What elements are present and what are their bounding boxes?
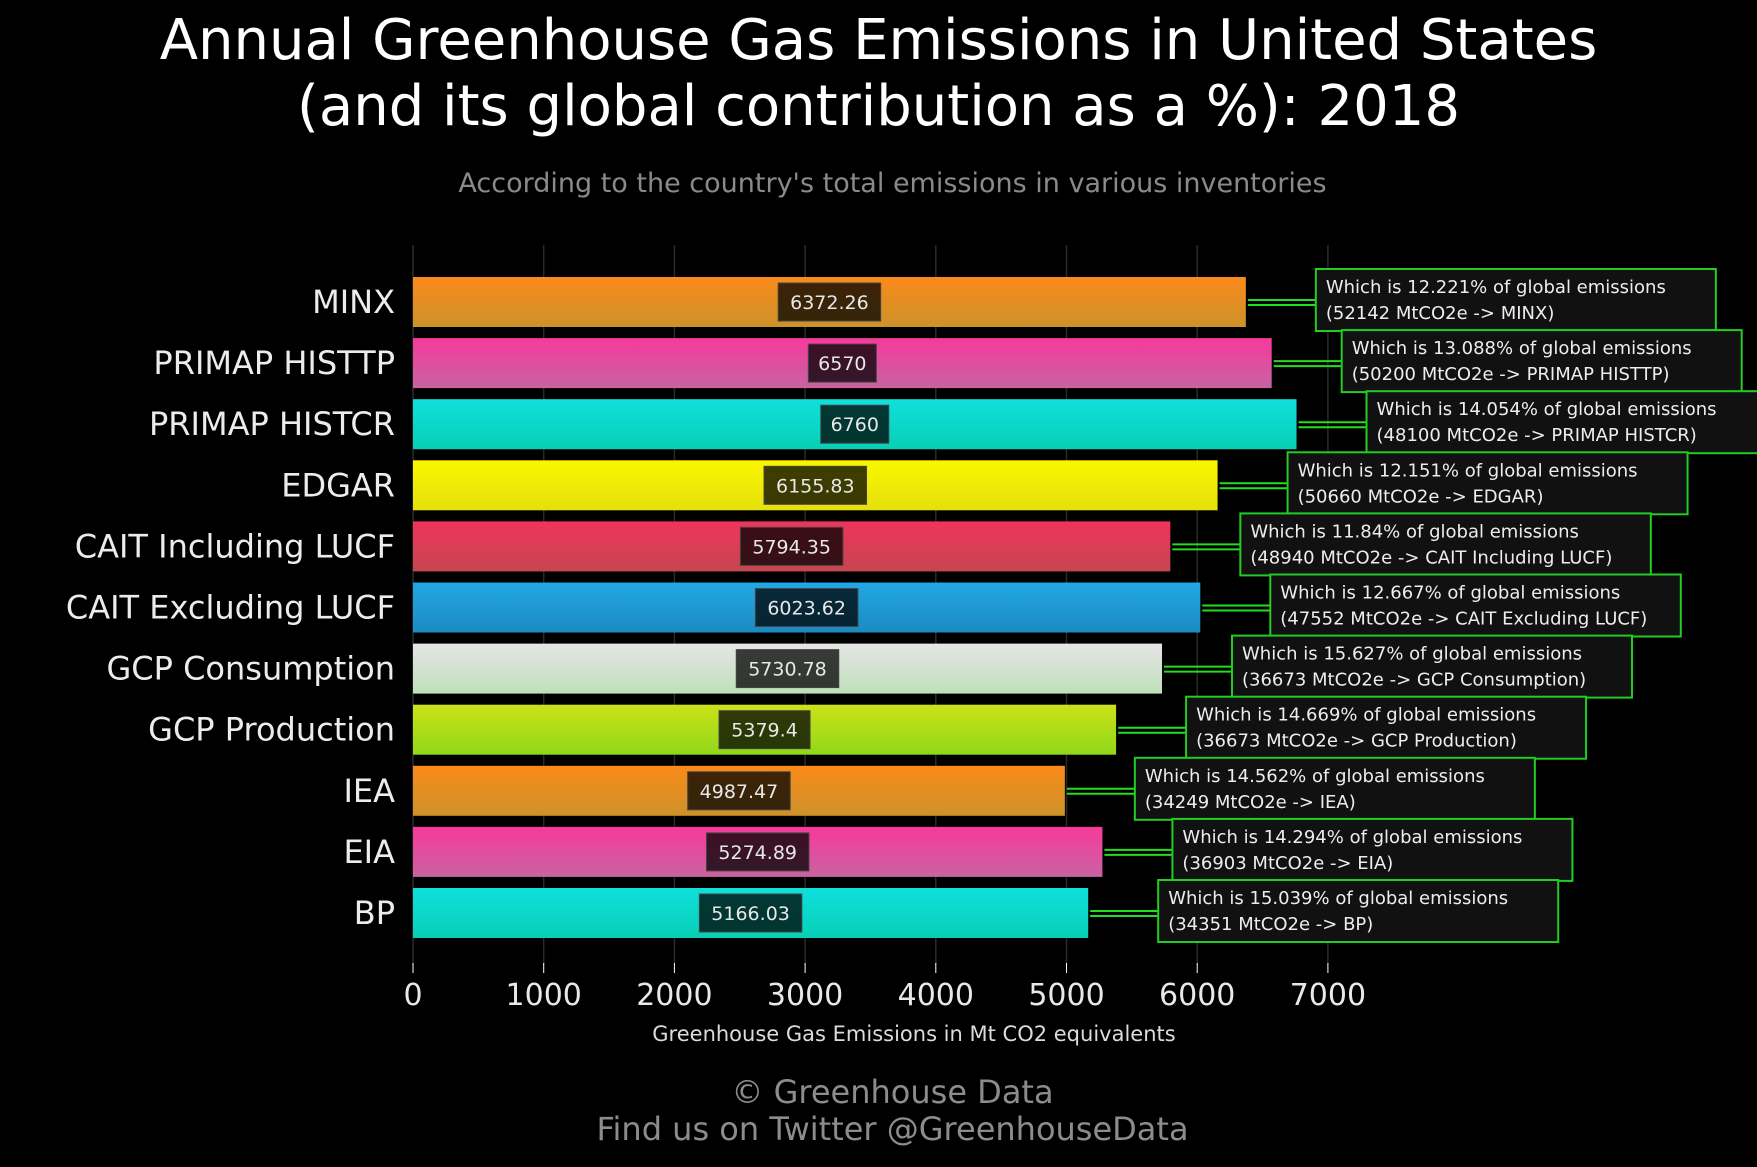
annotation-line1: Which is 13.088% of global emissions xyxy=(1352,338,1692,359)
value-label-box xyxy=(739,526,844,566)
annotation-connector xyxy=(1273,360,1342,368)
annotation-line2: (50200 MtCO2e -> PRIMAP HISTTP) xyxy=(1352,364,1670,385)
annotation-connector xyxy=(1172,543,1241,551)
annotation-connector xyxy=(1118,726,1187,734)
value-label-box xyxy=(705,832,810,872)
annotation-line2: (34351 MtCO2e -> BP) xyxy=(1168,914,1373,935)
footer-twitter: Find us on Twitter @GreenhouseData xyxy=(596,1110,1189,1148)
annotation-box xyxy=(1314,268,1717,332)
annotation-box xyxy=(1231,634,1634,699)
annotation-line1: Which is 14.294% of global emissions xyxy=(1182,827,1522,848)
value-label: 5274.89 xyxy=(718,842,797,864)
annotation-line2: (36673 MtCO2e -> GCP Production) xyxy=(1196,731,1517,752)
value-label-box xyxy=(820,404,890,444)
category-labels: MINX PRIMAP HISTTP PRIMAP HISTCR EDGAR CAIT … xyxy=(66,283,395,932)
value-label-box xyxy=(754,588,859,627)
annotation-box xyxy=(1365,390,1757,455)
category-label: PRIMAP HISTTP xyxy=(153,344,395,382)
category-label: PRIMAP HISTCR xyxy=(149,405,395,443)
category-label: GCP Production xyxy=(148,711,395,749)
value-label: 5379.4 xyxy=(731,720,797,742)
value-label-box xyxy=(698,893,803,933)
annotation-line2: (36903 MtCO2e -> EIA) xyxy=(1182,853,1393,874)
category-label: GCP Consumption xyxy=(106,650,395,688)
annotation-box xyxy=(1269,573,1682,638)
x-tick-label: 7000 xyxy=(1290,978,1366,1013)
value-label: 5730.78 xyxy=(748,659,827,681)
annotation-connector xyxy=(1066,787,1135,795)
annotation-connector xyxy=(1164,665,1233,673)
value-labels: 6372.26 6570 6760 6155.83 5794.35 6023.62 5730… xyxy=(687,282,890,933)
value-label: 6023.62 xyxy=(767,598,846,620)
x-tick-label: 2000 xyxy=(636,978,712,1013)
annotation-line1: Which is 15.627% of global emissions xyxy=(1242,644,1582,665)
annotation-box xyxy=(1157,879,1560,943)
annotation-line1: Which is 14.669% of global emissions xyxy=(1196,705,1536,726)
category-label: MINX xyxy=(312,283,395,321)
annotations: Which is 12.221% of global emissions (521… xyxy=(1066,268,1757,943)
value-label: 5794.35 xyxy=(752,536,831,558)
x-tick-label: 3000 xyxy=(767,978,843,1013)
x-tick-label: 4000 xyxy=(898,978,974,1013)
annotation-line2: (48100 MtCO2e -> PRIMAP HISTCR) xyxy=(1377,425,1697,446)
annotation-line1: Which is 15.039% of global emissions xyxy=(1168,888,1508,909)
annotation-line1: Which is 14.054% of global emissions xyxy=(1377,399,1717,420)
annotation-line2: (34249 MtCO2e -> IEA) xyxy=(1145,792,1356,813)
x-tick-label: 1000 xyxy=(506,978,582,1013)
annotation-line1: Which is 12.221% of global emissions xyxy=(1326,277,1666,298)
annotation-line2: (36673 MtCO2e -> GCP Consumption) xyxy=(1242,670,1586,691)
annotation-connector xyxy=(1219,482,1288,490)
x-tick-label: 6000 xyxy=(1159,978,1235,1013)
value-label: 6570 xyxy=(818,353,866,375)
annotation-box xyxy=(1340,329,1743,394)
category-label: EIA xyxy=(343,833,395,871)
x-axis-label: Greenhouse Gas Emissions in Mt CO2 equiv… xyxy=(652,1022,1176,1046)
value-label: 5166.03 xyxy=(711,903,790,925)
category-label: CAIT Including LUCF xyxy=(75,527,395,565)
value-label-box xyxy=(807,343,877,383)
category-label: BP xyxy=(354,894,395,932)
annotation-line1: Which is 14.562% of global emissions xyxy=(1145,766,1485,787)
annotation-connector xyxy=(1090,910,1159,917)
x-tick-label: 5000 xyxy=(1028,978,1104,1013)
annotation-line1: Which is 11.84% of global emissions xyxy=(1250,521,1579,542)
value-label-box xyxy=(718,710,811,750)
annotation-line1: Which is 12.151% of global emissions xyxy=(1298,460,1638,481)
value-label-box xyxy=(735,649,840,689)
value-label: 4987.47 xyxy=(700,781,779,803)
category-label: EDGAR xyxy=(281,466,395,504)
annotation-connector xyxy=(1104,848,1173,856)
annotation-box xyxy=(1286,451,1689,516)
category-label: CAIT Excluding LUCF xyxy=(66,589,395,627)
annotation-line2: (50660 MtCO2e -> EDGAR) xyxy=(1298,486,1544,507)
category-label: IEA xyxy=(343,772,395,810)
value-label-box xyxy=(763,465,868,505)
x-tick-label: 0 xyxy=(403,978,422,1013)
annotation-connector xyxy=(1298,421,1367,429)
value-label: 6155.83 xyxy=(776,475,855,497)
chart-subtitle: According to the country's total emissio… xyxy=(458,168,1327,199)
annotation-line1: Which is 12.667% of global emissions xyxy=(1280,583,1620,604)
annotation-connector xyxy=(1247,299,1316,306)
value-label-box xyxy=(777,282,882,322)
annotation-line2: (47552 MtCO2e -> CAIT Excluding LUCF) xyxy=(1280,609,1647,630)
value-label-box xyxy=(687,771,791,811)
value-label: 6372.26 xyxy=(790,292,869,314)
annotation-box xyxy=(1133,756,1536,821)
value-label: 6760 xyxy=(831,414,879,436)
footer-copyright: © Greenhouse Data xyxy=(731,1073,1054,1111)
chart-title-line2: (and its global contribution as a %): 20… xyxy=(297,74,1460,139)
annotation-line2: (52142 MtCO2e -> MINX) xyxy=(1326,303,1555,324)
annotation-connector xyxy=(1202,604,1271,612)
annotation-line2: (48940 MtCO2e -> CAIT Including LUCF) xyxy=(1250,547,1612,568)
x-axis: 0 1000 2000 3000 4000 5000 6000 7000 xyxy=(403,963,1366,1013)
chart-title-line1: Annual Greenhouse Gas Emissions in Unite… xyxy=(159,8,1598,73)
